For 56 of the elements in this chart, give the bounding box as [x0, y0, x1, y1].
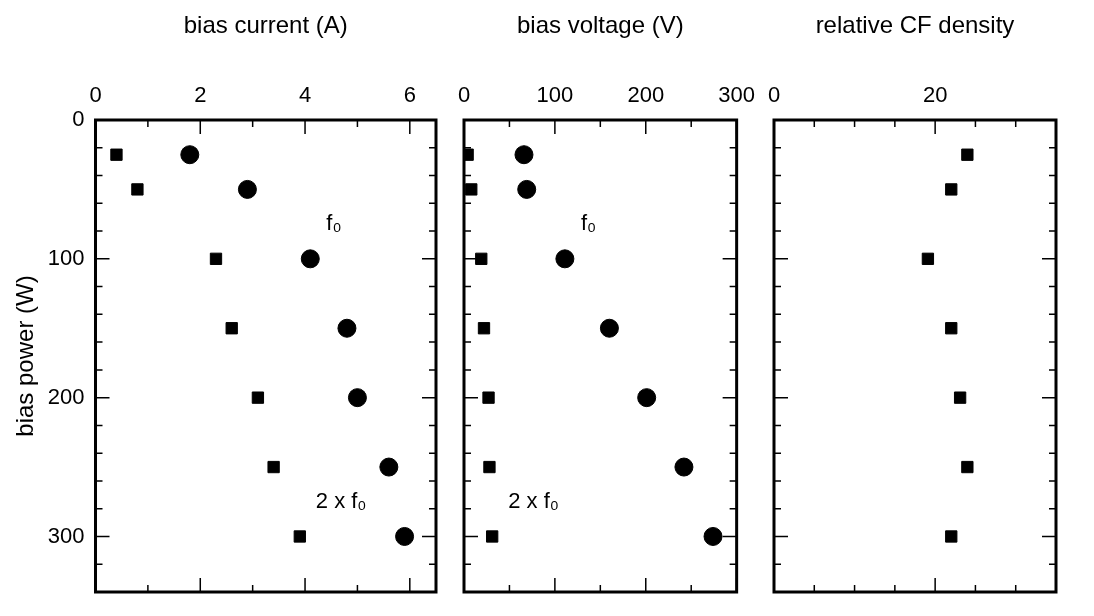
x-tick-label: 100	[536, 81, 574, 107]
point	[945, 530, 958, 543]
point	[110, 148, 123, 161]
point	[293, 530, 306, 543]
series-label: 2 x f₀	[315, 487, 367, 513]
point	[555, 249, 575, 269]
point	[267, 460, 280, 474]
x-tick-label: 300	[718, 81, 756, 107]
point	[465, 183, 478, 196]
x-tick-label: 200	[627, 81, 665, 107]
point	[209, 252, 223, 265]
x-axis-title: bias voltage (V)	[516, 11, 684, 39]
point	[131, 183, 144, 196]
x-tick-label: 0	[457, 81, 471, 107]
y-tick-label: 300	[47, 522, 85, 548]
point	[483, 460, 496, 474]
point	[251, 391, 265, 404]
point	[225, 322, 238, 335]
point	[475, 252, 488, 265]
point	[395, 526, 415, 546]
x-tick-label: 0	[89, 81, 102, 107]
x-tick-label: 0	[767, 81, 781, 107]
point	[599, 318, 619, 338]
y-tick-label: 200	[47, 383, 85, 409]
point	[514, 145, 534, 165]
point	[961, 460, 974, 474]
point	[379, 457, 399, 477]
y-tick-label: 0	[72, 106, 85, 132]
x-tick-label: 6	[403, 81, 416, 107]
series-label: f₀	[326, 210, 342, 236]
y-axis-title: bias power (W)	[11, 275, 39, 437]
point	[674, 457, 694, 477]
x-axis-title: bias current (A)	[183, 11, 348, 39]
point	[703, 526, 723, 546]
point	[347, 388, 367, 408]
x-axis-title: relative CF density	[815, 11, 1015, 39]
y-tick-label: 100	[47, 244, 85, 270]
point	[180, 145, 200, 165]
point	[237, 179, 257, 199]
point	[953, 391, 967, 404]
point	[482, 391, 495, 404]
point	[337, 318, 357, 338]
point	[517, 179, 537, 199]
point	[486, 530, 499, 543]
point	[945, 322, 958, 335]
x-tick-label: 20	[922, 81, 948, 107]
point	[945, 183, 958, 196]
point	[921, 252, 935, 265]
point	[961, 148, 974, 161]
point	[477, 322, 491, 335]
x-tick-label: 4	[298, 81, 312, 107]
x-tick-label: 2	[194, 81, 207, 107]
point	[637, 388, 657, 408]
series-label: 2 x f₀	[508, 487, 559, 513]
point	[300, 249, 320, 269]
series-label: f₀	[580, 210, 597, 236]
